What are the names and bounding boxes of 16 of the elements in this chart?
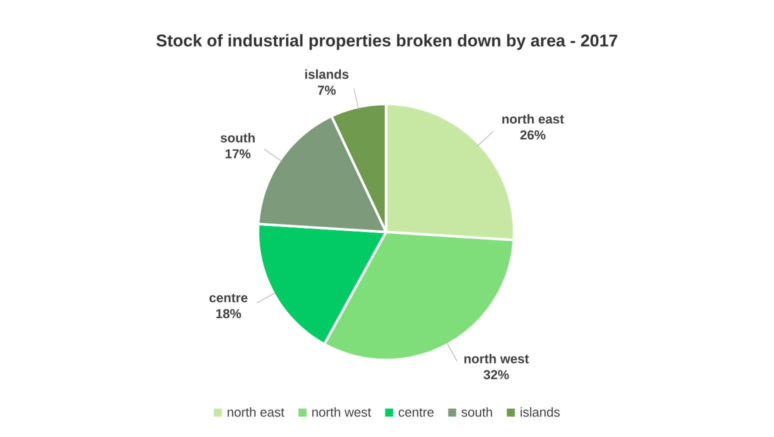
slice-label: islands: [305, 69, 348, 79]
data-label: 18%: [216, 309, 242, 318]
slice-label: south: [220, 132, 255, 142]
legend-label: north west: [312, 407, 372, 417]
legend-label: north east: [228, 407, 284, 417]
data-label: 32%: [484, 370, 509, 380]
legend-label: centre: [398, 408, 434, 417]
chart-title: Stock of industrial properties broken down by area - 2017: [156, 34, 618, 50]
legend-label: south: [462, 407, 492, 417]
data-label: 17%: [226, 149, 250, 158]
slice-label: centre: [210, 294, 248, 302]
data-label: 26%: [520, 130, 546, 140]
slice-label: north west: [464, 354, 529, 364]
slice-label: north east: [502, 114, 564, 124]
legend-label: islands: [520, 407, 560, 417]
data-label: 7%: [318, 86, 336, 95]
